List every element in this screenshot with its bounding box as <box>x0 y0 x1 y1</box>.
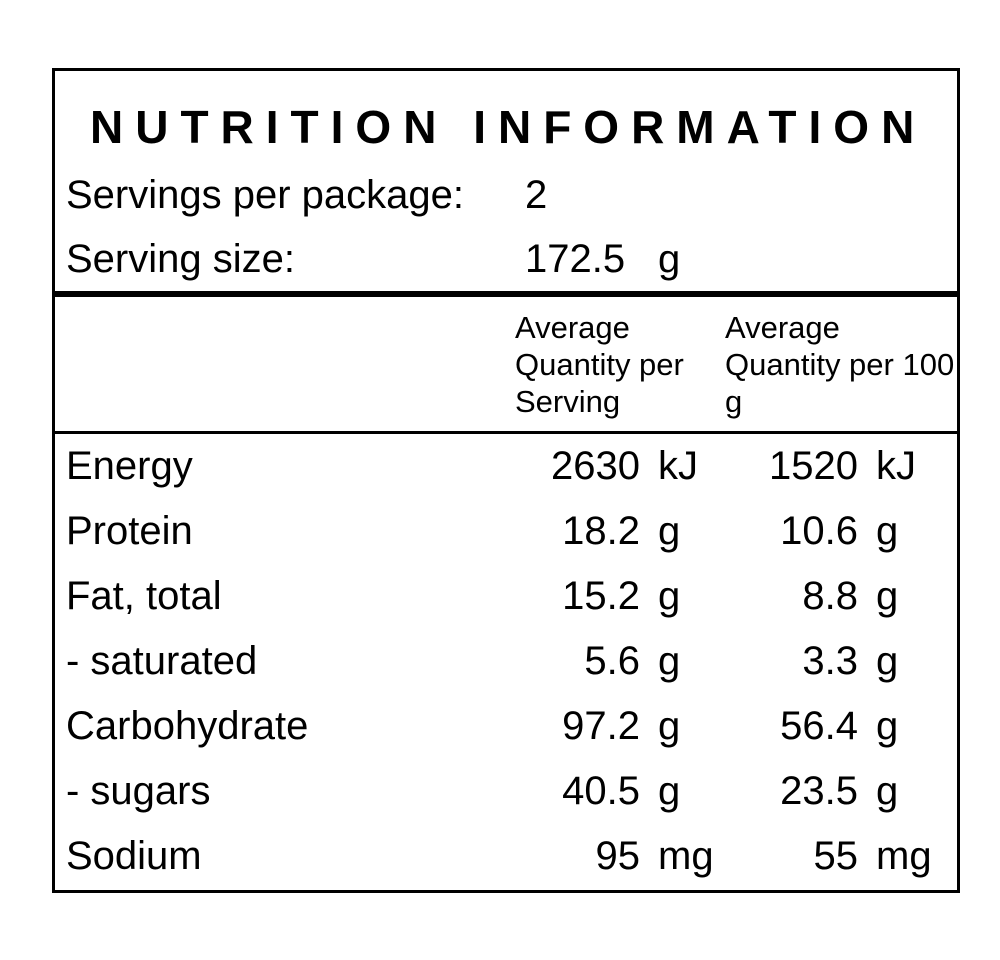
servings-per-package-value: 2 <box>525 173 548 217</box>
row-protein: Protein 18.2 g 10.6 g <box>55 499 957 564</box>
column-header-row: Average Quantity per Serving Average Qua… <box>55 297 957 434</box>
nutrient-name: Fat, total <box>66 574 222 618</box>
nutrient-name: Carbohydrate <box>66 704 309 748</box>
column-header-per-serving: Average Quantity per Serving <box>515 310 684 419</box>
per-serving-unit: g <box>658 574 681 618</box>
per-serving-unit: g <box>658 704 681 748</box>
serving-size-unit: g <box>658 237 681 281</box>
column-header-per-100g: Average Quantity per 100 g <box>725 310 955 419</box>
per-100g-unit: g <box>876 509 899 553</box>
servings-per-package-label: Servings per package: <box>66 173 465 217</box>
servings-per-package-row: Servings per package: 2 <box>55 163 957 227</box>
serving-size-label: Serving size: <box>66 237 295 281</box>
row-fat-total: Fat, total 15.2 g 8.8 g <box>55 564 957 629</box>
per-100g-unit: g <box>876 769 899 813</box>
per-100g-unit: g <box>876 639 899 683</box>
per-100g-unit: kJ <box>876 444 916 488</box>
per-serving-unit: g <box>658 509 681 553</box>
nutrient-table-body: Energy 2630 kJ 1520 kJ Protein 18.2 g 10… <box>55 434 957 889</box>
per-100g-unit: mg <box>876 834 932 878</box>
per-100g-value: 1520 <box>769 444 858 488</box>
per-serving-value: 15.2 <box>562 574 640 618</box>
per-serving-value: 95 <box>595 834 641 878</box>
per-100g-unit: g <box>876 704 899 748</box>
serving-info-section: Servings per package: 2 Serving size: 17… <box>55 163 957 291</box>
header-divider <box>55 291 957 297</box>
per-100g-unit: g <box>876 574 899 618</box>
per-serving-value: 40.5 <box>562 769 640 813</box>
serving-size-row: Serving size: 172.5 g <box>55 227 957 291</box>
row-carbohydrate: Carbohydrate 97.2 g 56.4 g <box>55 694 957 759</box>
per-serving-unit: mg <box>658 834 714 878</box>
nutrient-name: Protein <box>66 509 193 553</box>
row-saturated-fat: - saturated 5.6 g 3.3 g <box>55 629 957 694</box>
per-serving-unit: kJ <box>658 444 698 488</box>
per-100g-value: 3.3 <box>802 639 858 683</box>
nutrient-name: - sugars <box>66 769 211 813</box>
per-serving-value: 2630 <box>551 444 640 488</box>
per-100g-value: 56.4 <box>780 704 858 748</box>
nutrient-column-header <box>55 309 505 420</box>
row-sodium: Sodium 95 mg 55 mg <box>55 824 957 889</box>
serving-size-value: 172.5 <box>525 237 626 281</box>
per-100g-value: 23.5 <box>780 769 858 813</box>
per-100g-value: 10.6 <box>780 509 858 553</box>
per-serving-value: 97.2 <box>562 704 640 748</box>
row-energy: Energy 2630 kJ 1520 kJ <box>55 434 957 499</box>
label-title: NUTRITION INFORMATION <box>90 101 927 153</box>
per-serving-value: 5.6 <box>584 639 640 683</box>
per-100g-value: 8.8 <box>802 574 858 618</box>
per-serving-value: 18.2 <box>562 509 640 553</box>
nutrient-name: - saturated <box>66 639 258 683</box>
servings-per-package-unit <box>650 163 713 227</box>
per-serving-unit: g <box>658 769 681 813</box>
per-100g-value: 55 <box>813 834 859 878</box>
nutrient-name: Energy <box>66 444 193 488</box>
per-serving-unit: g <box>658 639 681 683</box>
nutrition-information-label: NUTRITION INFORMATION Servings per packa… <box>52 68 960 893</box>
row-sugars: - sugars 40.5 g 23.5 g <box>55 759 957 824</box>
nutrient-name: Sodium <box>66 834 202 878</box>
